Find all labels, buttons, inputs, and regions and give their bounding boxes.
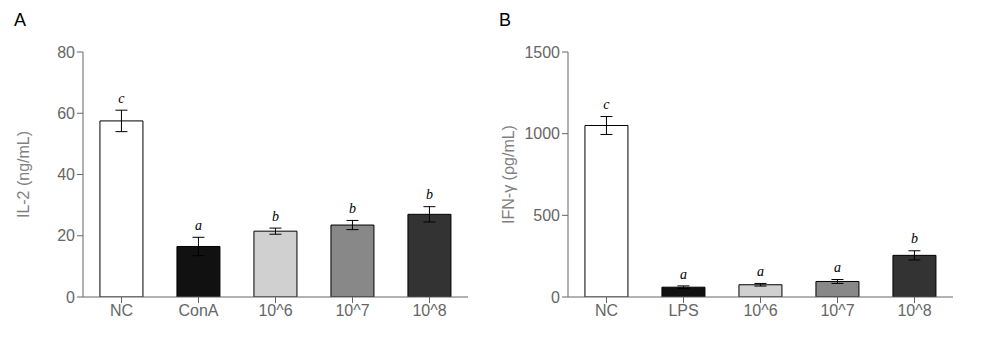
svg-text:b: b bbox=[272, 209, 279, 224]
svg-text:a: a bbox=[757, 264, 764, 279]
svg-text:b: b bbox=[911, 231, 918, 246]
svg-text:500: 500 bbox=[533, 207, 560, 224]
svg-text:NC: NC bbox=[595, 302, 618, 319]
html-text:B: B bbox=[499, 10, 511, 30]
svg-text:60: 60 bbox=[57, 105, 75, 122]
html-text:A: A bbox=[14, 10, 26, 30]
svg-text:c: c bbox=[118, 91, 125, 106]
svg-text:10^7: 10^7 bbox=[820, 302, 854, 319]
svg-text:80: 80 bbox=[57, 44, 75, 61]
svg-text:a: a bbox=[834, 260, 841, 275]
svg-text:1500: 1500 bbox=[524, 44, 560, 61]
svg-text:10^6: 10^6 bbox=[743, 302, 777, 319]
svg-text:0: 0 bbox=[66, 289, 75, 306]
svg-text:IL-2 (ng/mL): IL-2 (ng/mL) bbox=[15, 131, 32, 218]
svg-text:20: 20 bbox=[57, 227, 75, 244]
svg-text:b: b bbox=[426, 187, 433, 202]
svg-text:40: 40 bbox=[57, 166, 75, 183]
svg-text:a: a bbox=[195, 218, 202, 233]
svg-text:0: 0 bbox=[551, 289, 560, 306]
svg-text:a: a bbox=[680, 267, 687, 282]
svg-text:IFN-γ (ρg/mL): IFN-γ (ρg/mL) bbox=[500, 125, 517, 224]
svg-text:10^7: 10^7 bbox=[335, 302, 369, 319]
svg-text:1000: 1000 bbox=[524, 125, 560, 142]
svg-text:c: c bbox=[603, 97, 610, 112]
svg-text:ConA: ConA bbox=[178, 302, 218, 319]
svg-text:LPS: LPS bbox=[668, 302, 698, 319]
svg-text:10^8: 10^8 bbox=[412, 302, 446, 319]
svg-text:NC: NC bbox=[110, 302, 133, 319]
svg-text:b: b bbox=[349, 201, 356, 216]
svg-text:10^8: 10^8 bbox=[897, 302, 931, 319]
svg-text:10^6: 10^6 bbox=[258, 302, 292, 319]
